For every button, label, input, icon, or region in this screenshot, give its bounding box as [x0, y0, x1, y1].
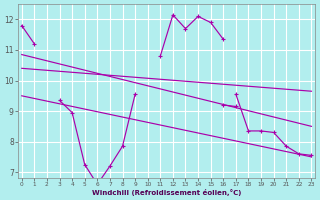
X-axis label: Windchill (Refroidissement éolien,°C): Windchill (Refroidissement éolien,°C) [92, 189, 241, 196]
